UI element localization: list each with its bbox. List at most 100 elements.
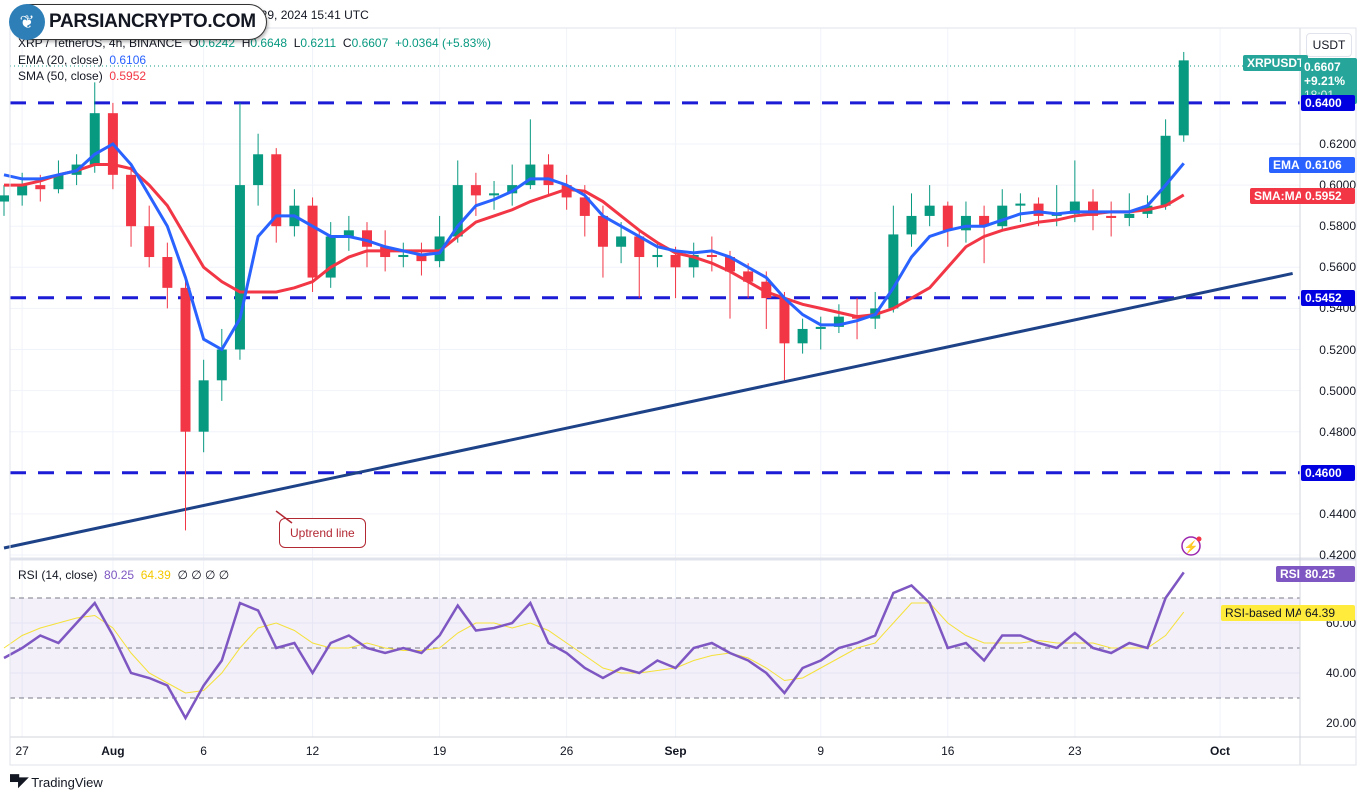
candle-body: [960, 215, 971, 231]
candle-body: [343, 230, 354, 237]
ema-tag: EMA: [1269, 157, 1304, 173]
time-tick: Aug: [101, 744, 125, 758]
uptrend-callout[interactable]: Uptrend line: [279, 518, 366, 548]
time-tick: 12: [305, 744, 320, 758]
candle-body: [616, 236, 627, 247]
candle-body: [507, 185, 518, 194]
last-change: +9.21%: [1304, 74, 1346, 88]
level-tag: 0.6400: [1301, 94, 1355, 111]
candle-body: [162, 257, 173, 288]
price-tick: 0.4800: [1319, 424, 1356, 439]
candle-body: [35, 185, 46, 190]
candle-body: [688, 254, 699, 268]
sma-value: 0.5952: [109, 69, 147, 83]
ema-line: [3, 142, 1185, 352]
candle-body: [815, 326, 826, 329]
candle-body: [706, 254, 717, 258]
price-tick: 0.5200: [1319, 342, 1356, 357]
currency-button[interactable]: USDT: [1306, 33, 1352, 57]
candle-body: [0, 195, 9, 202]
ohlc-legend: XRP / TetherUS, 4h, BINANCE O0.6242 H0.6…: [18, 36, 491, 50]
candle-body: [525, 164, 536, 186]
price-tick: 0.4400: [1319, 506, 1356, 521]
rsi-tick: 40.00: [1325, 666, 1356, 680]
candle-body: [489, 193, 500, 196]
change-value: +0.0364 (+5.83%): [394, 36, 492, 50]
last-price: 0.6607: [1304, 60, 1341, 74]
watermark-text: PARSIANCRYPTO.COM: [49, 11, 256, 32]
sma-tag: SMA:MA: [1250, 188, 1308, 204]
watermark-logo: ❦ PARSIANCRYPTO.COM: [9, 4, 267, 40]
high-label: H: [241, 36, 251, 50]
tradingview-brand[interactable]: ▀◤ TradingView: [10, 774, 103, 790]
candle-body: [543, 164, 554, 186]
candle-body: [652, 254, 663, 258]
candle-body: [198, 380, 209, 432]
rsi-axis-value: 80.25: [1301, 566, 1355, 582]
ema-label: EMA (20, close): [18, 53, 103, 67]
horizontal-levels[interactable]: [10, 101, 1300, 475]
candle-body: [979, 215, 990, 227]
candle-body: [89, 113, 100, 165]
candle-body: [1160, 135, 1171, 206]
candle-body: [126, 174, 137, 227]
candle-body: [416, 254, 427, 262]
candle-body: [725, 257, 735, 272]
rsi-legend[interactable]: RSI (14, close) 80.25 64.39 ∅ ∅ ∅ ∅: [18, 568, 229, 582]
candle-body: [924, 205, 935, 216]
ema-value: 0.6106: [109, 53, 147, 67]
sma-axis-value: 0.5952: [1301, 188, 1355, 204]
candle-body: [180, 287, 191, 432]
candle-body: [597, 215, 608, 247]
callout-pointer: [275, 510, 293, 524]
candle-body: [833, 316, 844, 327]
open-label: O: [188, 36, 199, 50]
candle-body: [1178, 60, 1189, 136]
price-tick: 0.5800: [1319, 219, 1356, 234]
brand-text: TradingView: [31, 774, 103, 790]
time-tick: 16: [941, 744, 955, 758]
time-tick: 9: [817, 744, 825, 758]
candle-body: [942, 205, 953, 231]
alert-lightning-icon[interactable]: [1181, 536, 1201, 556]
candle-body: [1088, 201, 1098, 216]
low-label: L: [293, 36, 301, 50]
ema-legend[interactable]: EMA (20, close) 0.6106: [18, 53, 146, 67]
candle-body: [216, 349, 227, 381]
rsi-tick: 20.00: [1325, 716, 1356, 730]
ema-axis-value: 0.6106: [1301, 157, 1355, 173]
rsi-bands: [10, 597, 1300, 699]
time-tick: 6: [200, 744, 207, 758]
candle-body: [743, 271, 754, 282]
uptrend-line[interactable]: [3, 271, 1293, 550]
price-tick: 0.6200: [1319, 137, 1356, 151]
candle-body: [670, 254, 681, 268]
level-tag: 0.4600: [1301, 464, 1355, 481]
time-tick: 19: [432, 744, 447, 758]
alert-dot: [1196, 536, 1202, 542]
time-tick: 26: [559, 744, 574, 758]
rsi-ma-axis-value: 64.39: [1301, 605, 1355, 621]
candle-body: [53, 174, 64, 190]
time-tick: 23: [1068, 744, 1082, 758]
rsi-line: [3, 571, 1185, 721]
candle-body: [561, 185, 572, 198]
candle-body: [325, 236, 336, 278]
sma-legend[interactable]: SMA (50, close) 0.5952: [18, 69, 146, 83]
candle-body: [579, 197, 590, 216]
candle-body: [761, 281, 772, 299]
tradingview-logo-icon: ▀◤: [10, 774, 28, 789]
candle-body: [1015, 203, 1026, 206]
chart-frame: [9, 27, 1357, 766]
time-tick: Oct: [1210, 744, 1231, 758]
candle-body: [253, 154, 264, 186]
timestamp: Sep 29, 2024 15:41 UTC: [236, 8, 369, 22]
symbol-tag: XRPUSDT: [1243, 55, 1309, 71]
rsi-tag: RSI: [1276, 566, 1305, 582]
candle-body: [797, 328, 808, 344]
level-tag: 0.5452: [1301, 289, 1355, 306]
rsi-label: RSI (14, close): [18, 568, 98, 582]
logo-tree-icon: ❦: [9, 4, 45, 40]
